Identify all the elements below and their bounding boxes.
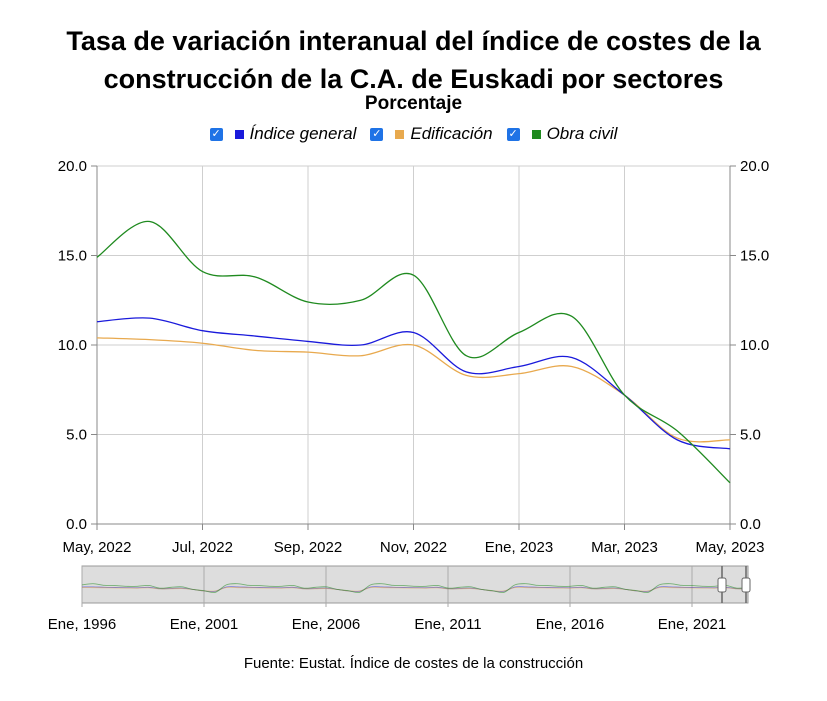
chart-subtitle: Porcentaje (364, 93, 463, 114)
x-tick-label: Mar, 2023 (591, 539, 658, 556)
y-tick-label-right: 5.0 (740, 427, 761, 444)
checkbox-icon[interactable]: ✓ (370, 127, 384, 141)
navigator-x-label: Ene, 2021 (658, 616, 726, 633)
legend-item-edificacion[interactable]: ✓ Edificación (370, 124, 493, 144)
legend-item-obra-civil[interactable]: ✓ Obra civil (506, 124, 618, 144)
checkbox-icon[interactable]: ✓ (506, 127, 520, 141)
navigator-background (81, 565, 749, 604)
legend-label: Obra civil (546, 124, 618, 143)
chart-title-line2: construcción de la C.A. de Euskadi por s… (103, 64, 724, 94)
x-tick-label: Jul, 2022 (172, 539, 233, 556)
y-tick-label-left: 20.0 (58, 158, 87, 175)
legend-swatch-edificacion (395, 129, 405, 139)
checkbox-icon[interactable]: ✓ (209, 127, 223, 141)
y-tick-label-left: 15.0 (58, 248, 87, 265)
legend: ✓ Índice general ✓ Edificación ✓ Obra ci… (0, 124, 827, 144)
x-tick-label: Ene, 2023 (485, 539, 553, 556)
y-tick-label-left: 10.0 (58, 337, 87, 354)
navigator-x-label: Ene, 2016 (536, 616, 604, 633)
legend-swatch-indice-general (234, 129, 244, 139)
y-tick-label-left: 0.0 (66, 516, 87, 533)
navigator-x-label: Ene, 1996 (48, 616, 116, 633)
legend-swatch-obra-civil (531, 129, 541, 139)
x-tick-label: Nov, 2022 (380, 539, 447, 556)
navigator-series-line (81, 583, 749, 594)
source-note: Fuente: Eustat. Índice de costes de la c… (243, 655, 584, 672)
y-tick-label-right: 0.0 (740, 516, 761, 533)
x-tick-label: May, 2023 (696, 539, 765, 556)
y-tick-label-right: 15.0 (740, 248, 769, 265)
y-tick-label-right: 20.0 (740, 158, 769, 175)
x-tick-label: Sep, 2022 (274, 539, 342, 556)
chart-title-line1: Tasa de variación interanual del índice … (66, 26, 761, 56)
navigator-handle (741, 577, 751, 593)
legend-label: Índice general (249, 124, 357, 143)
legend-item-indice-general[interactable]: ✓ Índice general (209, 124, 357, 144)
navigator-handle (717, 577, 727, 593)
navigator-x-label: Ene, 2006 (292, 616, 360, 633)
y-tick-label-left: 5.0 (66, 427, 87, 444)
y-tick-label-right: 10.0 (740, 337, 769, 354)
navigator-x-label: Ene, 2001 (170, 616, 238, 633)
navigator-x-label: Ene, 2011 (414, 616, 481, 633)
chart-title: Tasa de variación interanual del índice … (0, 22, 827, 98)
legend-label: Edificación (410, 124, 493, 143)
x-tick-label: May, 2022 (63, 539, 132, 556)
